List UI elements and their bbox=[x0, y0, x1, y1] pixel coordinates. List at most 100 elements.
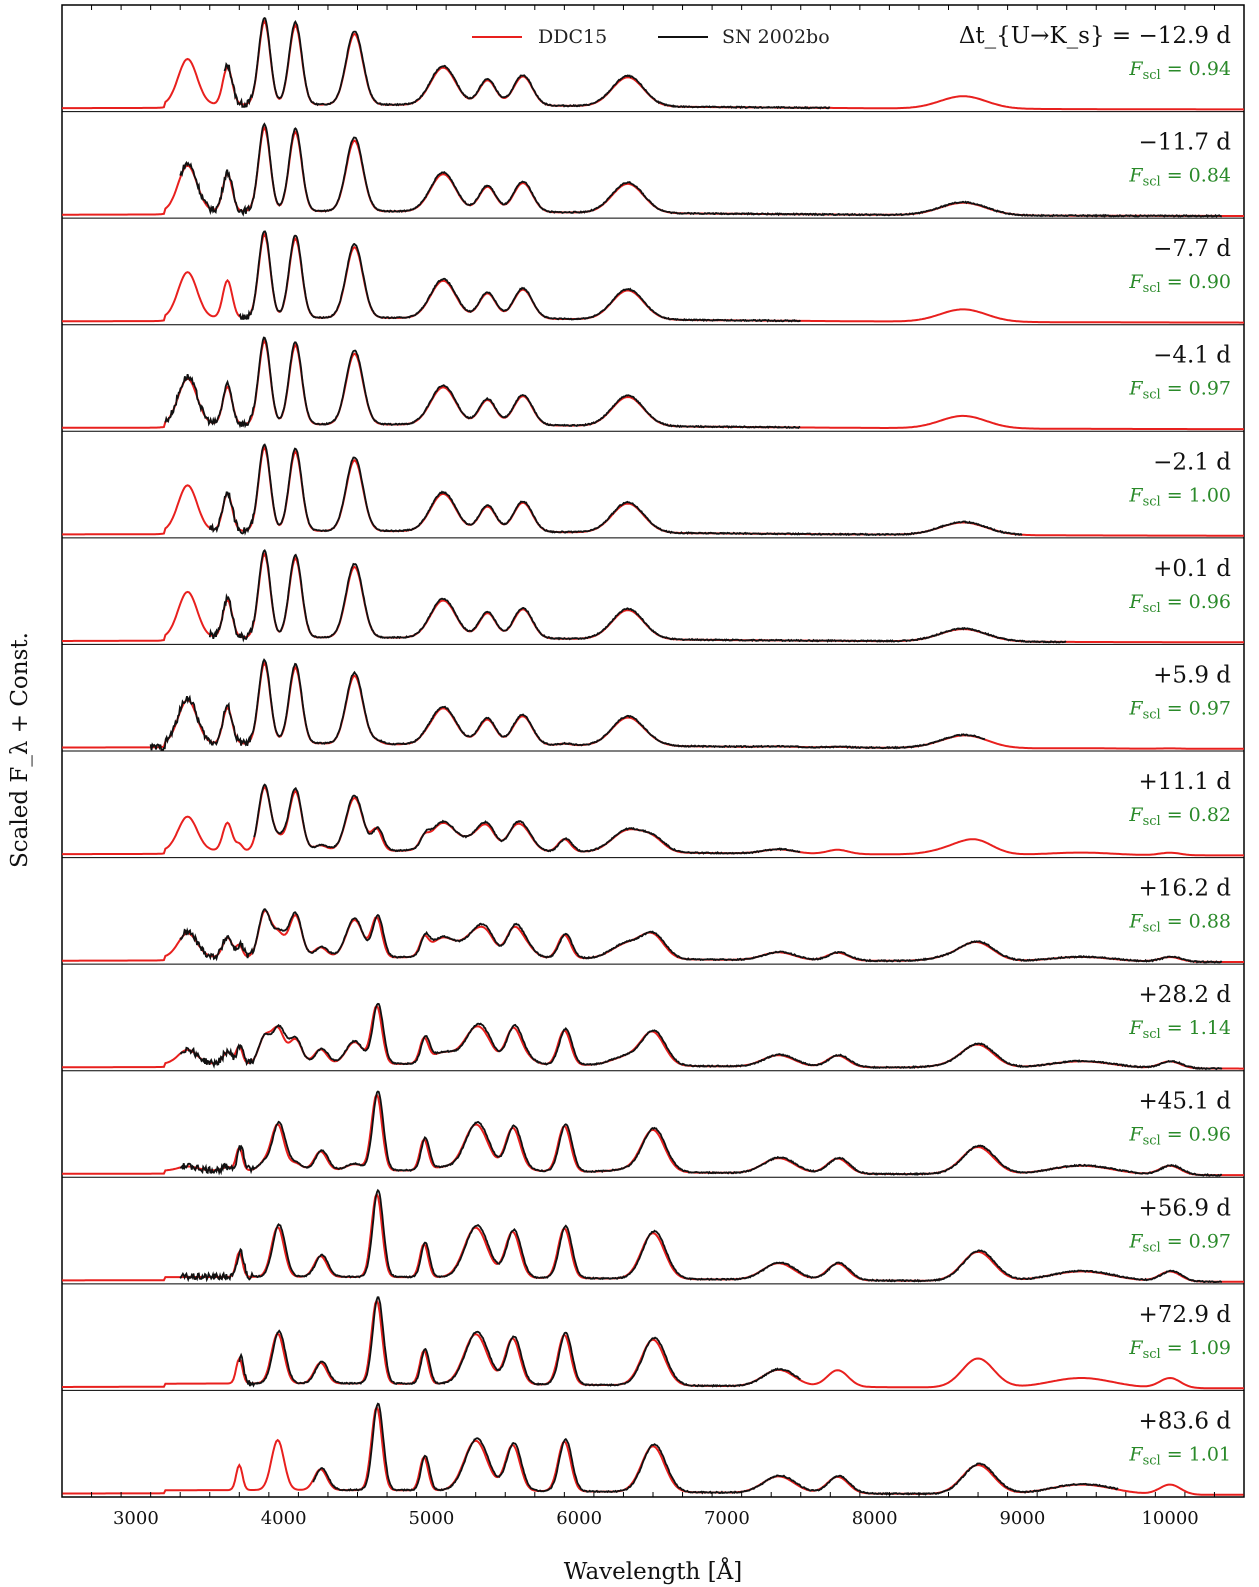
fscl-value: = 0.97 bbox=[1161, 1230, 1231, 1252]
fscl-value: = 0.82 bbox=[1161, 804, 1231, 826]
observed-spectrum bbox=[179, 122, 1222, 218]
epoch-panel bbox=[62, 122, 1244, 218]
x-tick-label: 10000 bbox=[1141, 1508, 1198, 1529]
fscl-value: = 0.97 bbox=[1161, 697, 1231, 719]
panel-separators bbox=[62, 111, 1244, 1391]
fscl-subscript: scl bbox=[1143, 388, 1161, 403]
observed-spectrum bbox=[312, 1402, 1119, 1496]
model-spectrum bbox=[62, 909, 1244, 963]
fscl-symbol: F bbox=[1128, 697, 1143, 719]
fscl-symbol: F bbox=[1128, 271, 1143, 293]
model-spectrum bbox=[62, 552, 1244, 644]
epoch-panel bbox=[62, 783, 1244, 857]
fscl-label: Fscl = 1.14 bbox=[1128, 1017, 1231, 1042]
fscl-symbol: F bbox=[1128, 378, 1143, 400]
epoch-value: −11.7 d bbox=[1138, 130, 1231, 156]
epoch-value: +16.2 d bbox=[1138, 876, 1231, 902]
fscl-subscript: scl bbox=[1143, 1453, 1161, 1468]
fscl-value: = 0.88 bbox=[1161, 911, 1231, 933]
fscl-value: = 0.90 bbox=[1161, 271, 1231, 293]
epoch-label: +16.2 d bbox=[1138, 876, 1231, 902]
fscl-subscript: scl bbox=[1143, 494, 1161, 509]
observed-spectrum bbox=[149, 658, 986, 752]
x-tick-label: 9000 bbox=[999, 1508, 1045, 1529]
fscl-symbol: F bbox=[1128, 911, 1143, 933]
fscl-subscript: scl bbox=[1143, 814, 1161, 829]
x-tick-label: 7000 bbox=[704, 1508, 750, 1529]
epoch-value: +28.2 d bbox=[1138, 982, 1231, 1008]
model-spectrum bbox=[62, 339, 1244, 431]
epoch-panel bbox=[62, 1402, 1244, 1496]
x-tick-label: 4000 bbox=[261, 1508, 307, 1529]
fscl-value: = 1.14 bbox=[1161, 1017, 1231, 1039]
model-spectrum bbox=[62, 445, 1244, 537]
model-spectrum bbox=[62, 1003, 1244, 1070]
legend: DDC15 SN 2002bo bbox=[472, 26, 830, 48]
observed-spectrum bbox=[223, 17, 831, 110]
epoch-panel bbox=[62, 1296, 1244, 1390]
epoch-value: +56.9 d bbox=[1138, 1195, 1231, 1221]
x-axis-ticks bbox=[61, 5, 1245, 1497]
fscl-symbol: F bbox=[1128, 1017, 1143, 1039]
x-tick-label: 3000 bbox=[113, 1508, 159, 1529]
fscl-subscript: scl bbox=[1143, 1240, 1161, 1255]
fscl-subscript: scl bbox=[1143, 921, 1161, 936]
epoch-panel bbox=[62, 1090, 1244, 1177]
fscl-symbol: F bbox=[1128, 1337, 1143, 1359]
epoch-label: +28.2 d bbox=[1138, 982, 1231, 1008]
model-spectrum bbox=[62, 1298, 1244, 1390]
fscl-subscript: scl bbox=[1143, 68, 1161, 83]
epoch-value: −4.1 d bbox=[1153, 343, 1231, 369]
observed-spectrum bbox=[238, 1296, 801, 1388]
model-spectrum bbox=[62, 785, 1244, 857]
fscl-label: Fscl = 0.90 bbox=[1128, 271, 1231, 296]
epoch-label: −11.7 d bbox=[1138, 130, 1231, 156]
fscl-label: Fscl = 0.97 bbox=[1128, 378, 1231, 403]
epoch-panel bbox=[62, 548, 1244, 644]
epoch-value: +0.1 d bbox=[1153, 556, 1231, 582]
spectra-curves bbox=[62, 17, 1244, 1496]
fscl-value: = 0.96 bbox=[1161, 1124, 1231, 1146]
observed-spectrum bbox=[179, 1002, 1223, 1071]
epoch-value: +11.1 d bbox=[1138, 769, 1231, 795]
epoch-label: +0.1 d bbox=[1153, 556, 1231, 582]
epoch-panel bbox=[62, 658, 1244, 752]
fscl-label: Fscl = 0.82 bbox=[1128, 804, 1231, 829]
epoch-value: −7.7 d bbox=[1153, 236, 1231, 262]
x-axis-label: Wavelength [Å] bbox=[564, 1557, 742, 1585]
fscl-symbol: F bbox=[1128, 165, 1143, 187]
x-tick-label: 8000 bbox=[852, 1508, 898, 1529]
observed-spectrum bbox=[253, 783, 801, 855]
legend-label-sn2002bo: SN 2002bo bbox=[722, 26, 830, 48]
fscl-symbol: F bbox=[1128, 591, 1143, 613]
fscl-subscript: scl bbox=[1143, 707, 1161, 722]
epoch-panel bbox=[62, 336, 1244, 431]
fscl-value: = 1.01 bbox=[1161, 1443, 1231, 1465]
epoch-value: +5.9 d bbox=[1153, 662, 1231, 688]
fscl-subscript: scl bbox=[1143, 175, 1161, 190]
fscl-subscript: scl bbox=[1143, 1134, 1161, 1149]
epoch-panel bbox=[62, 230, 1244, 324]
observed-spectrum bbox=[179, 1188, 1223, 1284]
observed-spectrum bbox=[179, 1090, 1223, 1177]
fscl-symbol: F bbox=[1128, 58, 1143, 80]
epoch-label: +83.6 d bbox=[1138, 1408, 1231, 1434]
fscl-subscript: scl bbox=[1143, 1027, 1161, 1042]
fscl-label: Fscl = 1.01 bbox=[1128, 1443, 1231, 1468]
fscl-label: Fscl = 0.84 bbox=[1128, 165, 1231, 190]
fscl-label: Fscl = 0.97 bbox=[1128, 697, 1231, 722]
epoch-panel bbox=[62, 443, 1244, 537]
epoch-label: Δt_{U→K_s} = −12.9 d bbox=[959, 23, 1231, 49]
y-axis-label: Scaled F_λ + Const. bbox=[7, 632, 33, 868]
fscl-label: Fscl = 1.00 bbox=[1128, 484, 1231, 509]
fscl-subscript: scl bbox=[1143, 601, 1161, 616]
model-spectrum bbox=[62, 1191, 1244, 1283]
epoch-value: +45.1 d bbox=[1138, 1089, 1231, 1115]
model-spectrum bbox=[62, 125, 1244, 217]
x-tick-labels: 3000 4000 5000 6000 7000 8000 9000 10000 bbox=[113, 1508, 1199, 1529]
fscl-symbol: F bbox=[1128, 804, 1143, 826]
epoch-label: −2.1 d bbox=[1153, 449, 1231, 475]
epoch-panel bbox=[62, 17, 1244, 111]
